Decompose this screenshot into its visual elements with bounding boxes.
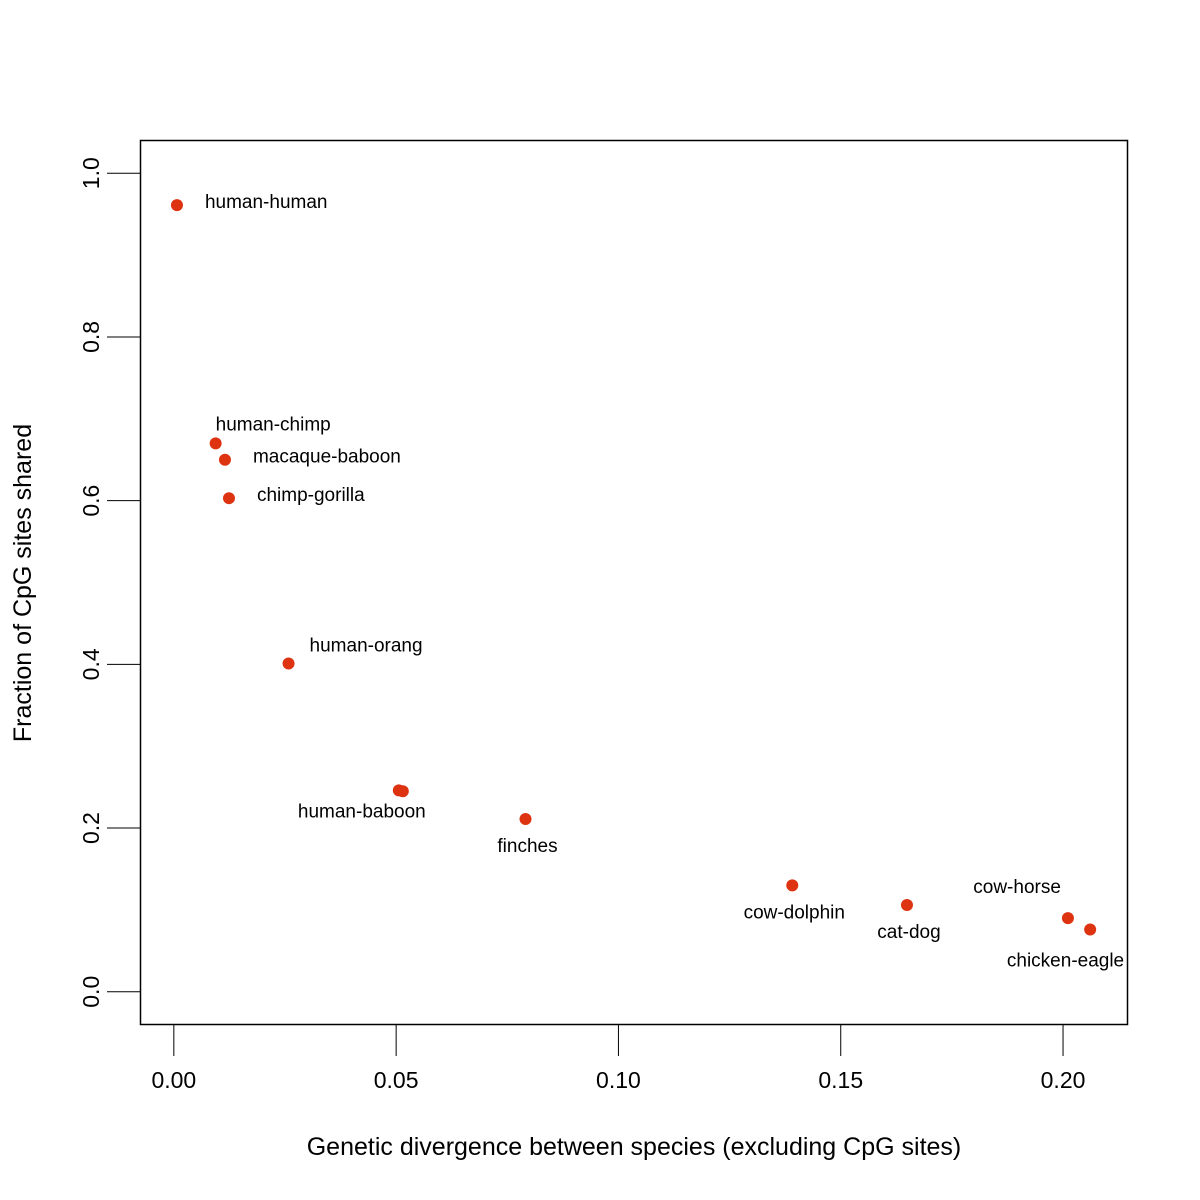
point-label: cow-horse xyxy=(973,877,1061,898)
y-tick-label: 0.4 xyxy=(78,648,104,680)
data-point xyxy=(900,898,913,911)
point-labels: human-human human-chimp macaque-baboon chim… xyxy=(205,192,1124,971)
data-point xyxy=(209,437,222,450)
point-label: human-baboon xyxy=(298,801,426,822)
data-point xyxy=(519,813,532,826)
x-tick-label: 0.15 xyxy=(818,1067,863,1093)
point-label: macaque-baboon xyxy=(253,447,401,468)
point-label: chimp-gorilla xyxy=(257,485,365,506)
point-label: human-chimp xyxy=(216,414,331,435)
point-label: chicken-eagle xyxy=(1007,951,1124,972)
x-tick-label: 0.10 xyxy=(596,1067,641,1093)
point-label: human-human xyxy=(205,192,328,213)
y-tick-label: 0.8 xyxy=(78,321,104,353)
y-tick-label: 1.0 xyxy=(78,157,104,189)
data-point xyxy=(1061,912,1074,925)
x-tick-label: 0.00 xyxy=(151,1067,196,1093)
y-tick-label: 0.0 xyxy=(78,976,104,1008)
point-label: finches xyxy=(497,836,557,857)
x-tick-label: 0.05 xyxy=(374,1067,419,1093)
x-axis: 0.00 0.05 0.10 0.15 0.20 xyxy=(151,1024,1086,1093)
data-point xyxy=(218,453,231,466)
x-tick-label: 0.20 xyxy=(1041,1067,1086,1093)
point-label: human-orang xyxy=(310,636,423,657)
data-point xyxy=(222,492,235,505)
data-point xyxy=(1084,923,1097,936)
point-label: cow-dolphin xyxy=(744,902,845,923)
data-point xyxy=(786,879,799,892)
point-label: cat-dog xyxy=(877,922,940,943)
data-points xyxy=(170,199,1097,936)
y-axis-title: Fraction of CpG sites shared xyxy=(9,424,37,742)
y-tick-label: 0.2 xyxy=(78,812,104,844)
data-point xyxy=(170,199,183,212)
data-point xyxy=(282,657,295,670)
y-tick-label: 0.6 xyxy=(78,485,104,517)
x-axis-title: Genetic divergence between species (excl… xyxy=(307,1133,962,1161)
y-axis: 0.0 0.2 0.4 0.6 0.8 1.0 xyxy=(78,157,141,1008)
data-point xyxy=(396,785,409,798)
